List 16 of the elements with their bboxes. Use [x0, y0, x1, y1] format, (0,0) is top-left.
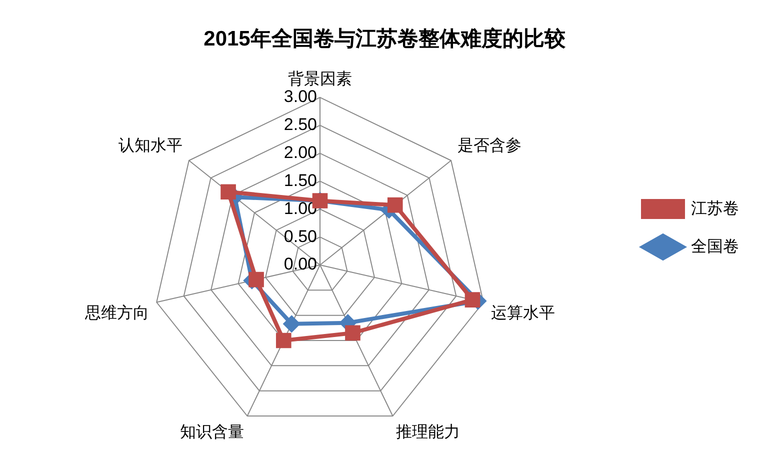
spoke-label: 思维方向 — [84, 304, 149, 322]
y-tick-label: 0.50 — [284, 226, 317, 246]
y-tick-label: 0.00 — [284, 254, 317, 274]
spoke-label: 认知水平 — [118, 136, 183, 154]
spoke-label: 知识含量 — [180, 423, 244, 442]
y-tick-label: 3.00 — [284, 87, 317, 106]
legend-label: 江苏卷 — [691, 199, 739, 218]
spoke-label: 背景因素 — [288, 70, 352, 88]
legend-label: 全国卷 — [691, 238, 739, 256]
y-tick-label: 2.00 — [284, 142, 317, 162]
y-tick-label: 2.50 — [284, 115, 317, 134]
spoke-label: 推理能力 — [396, 423, 460, 442]
chart-title: 2015年全国卷与江苏卷整体难度的比较 — [204, 26, 566, 50]
y-tick-label: 1.50 — [284, 170, 317, 190]
spoke-label: 是否含参 — [457, 136, 522, 154]
spoke-label: 运算水平 — [491, 304, 556, 322]
